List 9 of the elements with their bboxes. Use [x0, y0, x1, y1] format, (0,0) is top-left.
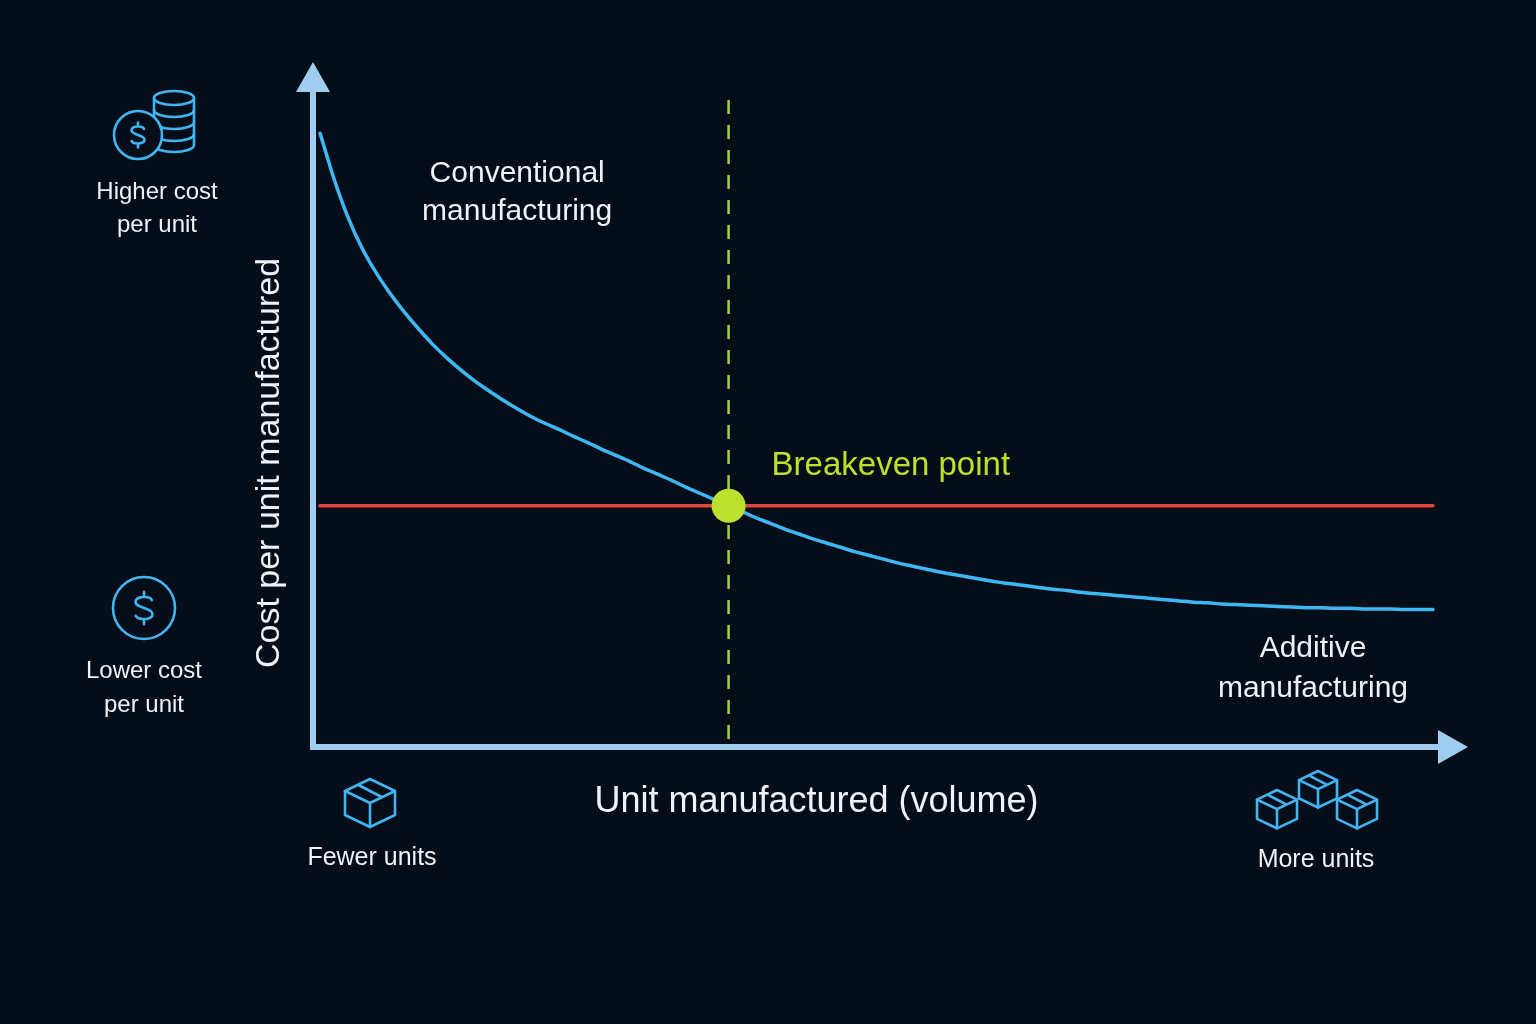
annotation: Additive manufacturing — [1216, 629, 1410, 705]
y-axis-title: Cost per unit manufactured — [247, 256, 287, 670]
text: More units — [1256, 843, 1376, 874]
text: Fewer units — [306, 841, 438, 872]
x-axis-title: Unit manufactured (volume) — [593, 778, 1040, 822]
series-label: Breakeven point — [771, 443, 1011, 484]
text: Lower cost per unit — [84, 655, 204, 719]
text: Higher cost per unit — [95, 176, 219, 239]
text: Conventional manufacturing — [421, 154, 614, 228]
